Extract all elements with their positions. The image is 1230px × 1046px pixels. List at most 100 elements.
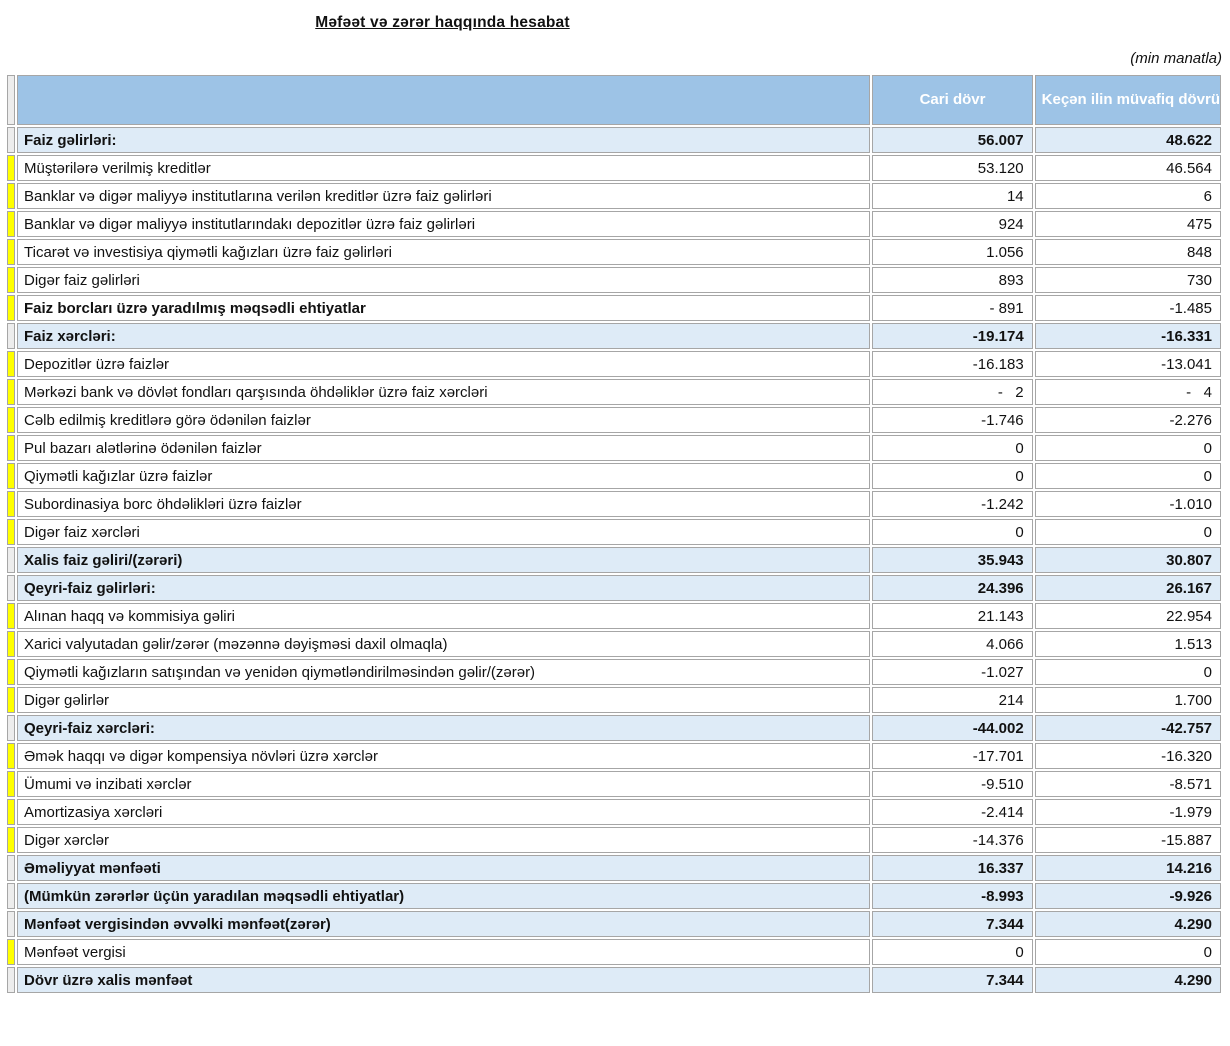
row-marker [7, 239, 15, 265]
row-label: Əməliyyat mənfəəti [17, 855, 871, 881]
column-header-previous: Keçən ilin müvafiq dövrü [1034, 75, 1221, 125]
table-row: Depozitlər üzrə faizlər -16.183 -13.041 [7, 351, 1221, 377]
table-row: Ümumi və inzibati xərclər -9.510 -8.571 [7, 771, 1221, 797]
header-row: Cari dövr Keçən ilin müvafiq dövrü [7, 75, 1221, 125]
value-current-period: -2.414 [872, 799, 1033, 825]
row-label: Digər faiz gəlirləri [17, 267, 871, 293]
value-current-period: 4.066 [872, 631, 1033, 657]
value-current-period: 214 [872, 687, 1033, 713]
table-row: Faiz xərcləri: -19.174 -16.331 [7, 323, 1221, 349]
row-label: Müştərilərə verilmiş kreditlər [17, 155, 871, 181]
row-label: Dövr üzrə xalis mənfəət [17, 967, 871, 993]
row-marker [7, 379, 15, 405]
row-label: Faiz gəlirləri: [17, 127, 871, 153]
table-row: Digər gəlirlər 214 1.700 [7, 687, 1221, 713]
row-marker [7, 967, 15, 993]
row-label: Alınan haqq və kommisiya gəliri [17, 603, 871, 629]
value-current-period: 14 [872, 183, 1033, 209]
row-marker [7, 323, 15, 349]
value-current-period: 0 [872, 435, 1033, 461]
row-marker [7, 183, 15, 209]
row-marker [7, 267, 15, 293]
value-current-period: -9.510 [872, 771, 1033, 797]
value-current-period: 21.143 [872, 603, 1033, 629]
row-marker [7, 295, 15, 321]
row-label: Əmək haqqı və digər kompensiya növləri ü… [17, 743, 871, 769]
row-marker [7, 799, 15, 825]
row-label: Cəlb edilmiş kreditlərə görə ödənilən fa… [17, 407, 871, 433]
table-row: Əməliyyat mənfəəti 16.337 14.216 [7, 855, 1221, 881]
row-label: Digər gəlirlər [17, 687, 871, 713]
row-label: Depozitlər üzrə faizlər [17, 351, 871, 377]
row-marker [7, 155, 15, 181]
row-marker [7, 631, 15, 657]
row-label: Qeyri-faiz gəlirləri: [17, 575, 871, 601]
row-marker [7, 827, 15, 853]
value-current-period: -8.993 [872, 883, 1033, 909]
table-row: Ticarət və investisiya qiymətli kağızlar… [7, 239, 1221, 265]
value-previous-period: -8.571 [1034, 771, 1221, 797]
table-row: Mənfəət vergisi 0 0 [7, 939, 1221, 965]
value-previous-period: 4.290 [1034, 967, 1221, 993]
table-row: Faiz borcları üzrə yaradılmış məqsədli e… [7, 295, 1221, 321]
table-row: Digər faiz xərcləri 0 0 [7, 519, 1221, 545]
table-row: Mənfəət vergisindən əvvəlki mənfəət(zərə… [7, 911, 1221, 937]
value-current-period: 56.007 [872, 127, 1033, 153]
row-marker [7, 715, 15, 741]
value-current-period: 7.344 [872, 967, 1033, 993]
value-previous-period: - 4 [1034, 379, 1221, 405]
table-row: Xarici valyutadan gəlir/zərər (məzənnə d… [7, 631, 1221, 657]
value-previous-period: 22.954 [1034, 603, 1221, 629]
row-label: Pul bazarı alətlərinə ödənilən faizlər [17, 435, 871, 461]
table-row: Amortizasiya xərcləri -2.414 -1.979 [7, 799, 1221, 825]
value-previous-period: 48.622 [1034, 127, 1221, 153]
row-marker [7, 127, 15, 153]
value-previous-period: -16.331 [1034, 323, 1221, 349]
value-current-period: - 2 [872, 379, 1033, 405]
value-current-period: -16.183 [872, 351, 1033, 377]
value-current-period: -19.174 [872, 323, 1033, 349]
profit-loss-table: Cari dövr Keçən ilin müvafiq dövrü Faiz … [5, 73, 1223, 995]
row-label: Qeyri-faiz xərcləri: [17, 715, 871, 741]
value-current-period: -44.002 [872, 715, 1033, 741]
row-label: Subordinasiya borc öhdəlikləri üzrə faiz… [17, 491, 871, 517]
table-row: Mərkəzi bank və dövlət fondları qarşısın… [7, 379, 1221, 405]
row-label: Banklar və digər maliyyə institutlarına … [17, 183, 871, 209]
value-current-period: 24.396 [872, 575, 1033, 601]
page-title: Məfəət və zərər haqqında hesabat [315, 14, 570, 31]
value-previous-period: 14.216 [1034, 855, 1221, 881]
table-row: Subordinasiya borc öhdəlikləri üzrə faiz… [7, 491, 1221, 517]
value-previous-period: 475 [1034, 211, 1221, 237]
row-marker [7, 687, 15, 713]
value-previous-period: 0 [1034, 435, 1221, 461]
value-previous-period: -42.757 [1034, 715, 1221, 741]
value-current-period: -1.746 [872, 407, 1033, 433]
row-label: (Mümkün zərərlər üçün yaradılan məqsədli… [17, 883, 871, 909]
row-label: Xalis faiz gəliri/(zərəri) [17, 547, 871, 573]
value-previous-period: 30.807 [1034, 547, 1221, 573]
table-row: Qiymətli kağızların satışından və yenidə… [7, 659, 1221, 685]
header-label-cell [17, 75, 871, 125]
row-marker [7, 855, 15, 881]
value-previous-period: 730 [1034, 267, 1221, 293]
row-label: Ümumi və inzibati xərclər [17, 771, 871, 797]
row-label: Faiz borcları üzrə yaradılmış məqsədli e… [17, 295, 871, 321]
row-label: Mənfəət vergisindən əvvəlki mənfəət(zərə… [17, 911, 871, 937]
row-marker [7, 771, 15, 797]
unit-note: (min manatla) [1130, 50, 1222, 67]
row-label: Mənfəət vergisi [17, 939, 871, 965]
table-row: Dövr üzrə xalis mənfəət 7.344 4.290 [7, 967, 1221, 993]
header-marker-cell [7, 75, 15, 125]
value-previous-period: 0 [1034, 519, 1221, 545]
value-current-period: 0 [872, 463, 1033, 489]
row-marker [7, 519, 15, 545]
value-current-period: -1.242 [872, 491, 1033, 517]
value-current-period: 53.120 [872, 155, 1033, 181]
value-previous-period: -15.887 [1034, 827, 1221, 853]
value-current-period: -1.027 [872, 659, 1033, 685]
value-previous-period: 1.513 [1034, 631, 1221, 657]
row-label: Mərkəzi bank və dövlət fondları qarşısın… [17, 379, 871, 405]
row-marker [7, 911, 15, 937]
table-header: Cari dövr Keçən ilin müvafiq dövrü [7, 75, 1221, 125]
